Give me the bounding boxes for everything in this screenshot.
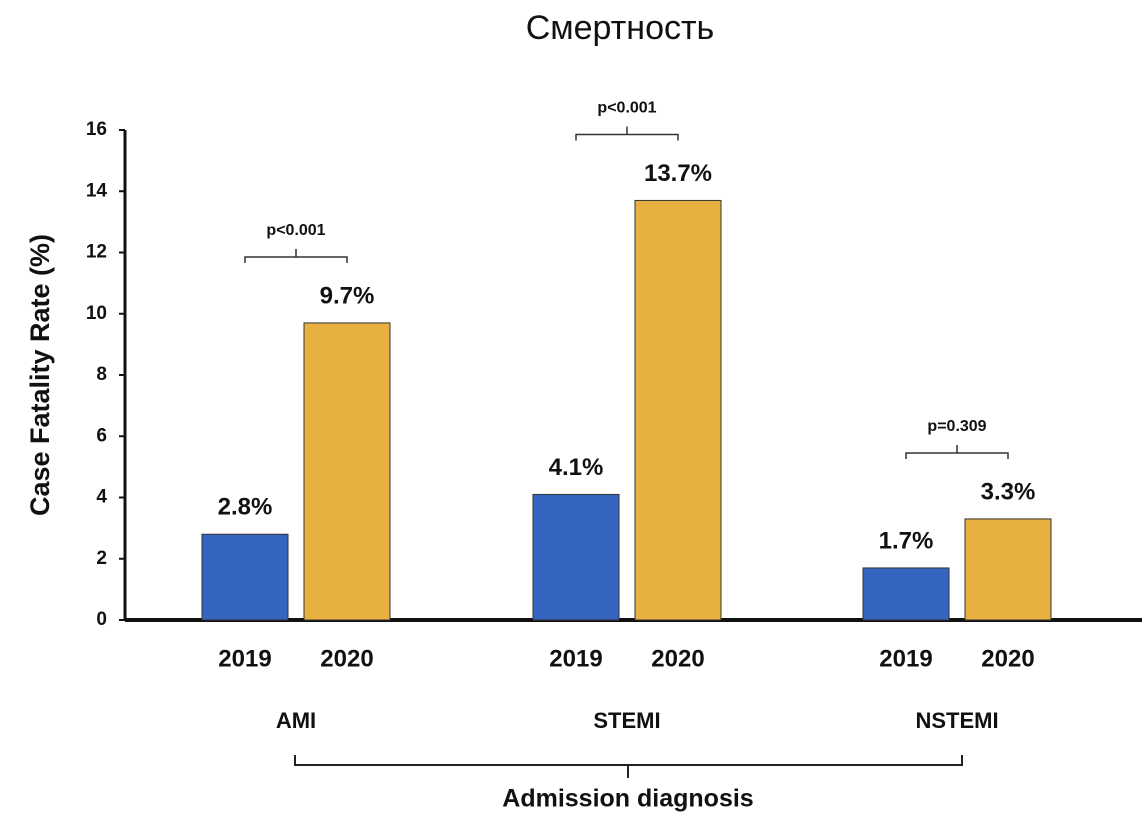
p-value-bracket <box>575 126 679 141</box>
p-value: p<0.001 <box>266 222 325 239</box>
y-tick-label: 16 <box>86 119 107 140</box>
x-axis-label: Admission diagnosis <box>502 785 753 813</box>
group-bracket <box>294 755 963 778</box>
value-label: 9.7% <box>320 282 375 309</box>
series-label: 2020 <box>981 645 1034 672</box>
bar <box>964 518 1052 621</box>
y-tick-label: 14 <box>86 180 108 201</box>
bar <box>634 199 722 621</box>
category-label: STEMI <box>593 708 660 733</box>
series-label: 2020 <box>651 645 704 672</box>
y-axis-label: Case Fatality Rate (%) <box>25 234 55 516</box>
category-label: AMI <box>276 708 316 733</box>
y-tick-label: 6 <box>96 425 107 446</box>
chart-title: Смертность <box>526 9 715 47</box>
series-label: 2019 <box>218 645 271 672</box>
bar <box>532 493 620 621</box>
p-value: p<0.001 <box>597 100 656 117</box>
series-label: 2020 <box>320 645 373 672</box>
p-value-bracket <box>244 248 348 263</box>
category-label: NSTEMI <box>915 708 998 733</box>
bar <box>862 567 950 621</box>
value-label: 3.3% <box>981 478 1036 505</box>
y-tick-label: 10 <box>86 303 107 324</box>
y-tick-label: 12 <box>86 242 107 263</box>
p-value: p=0.309 <box>927 418 986 435</box>
series-label: 2019 <box>879 645 932 672</box>
y-tick-label: 0 <box>96 609 107 630</box>
y-tick-label: 4 <box>96 487 107 508</box>
y-tick-label: 2 <box>96 548 107 569</box>
y-tick-label: 8 <box>96 364 107 385</box>
series-label: 2019 <box>549 645 602 672</box>
value-label: 13.7% <box>644 160 712 187</box>
p-value-bracket <box>905 444 1009 459</box>
bar <box>201 533 289 621</box>
bar <box>303 322 391 621</box>
value-label: 4.1% <box>549 454 604 481</box>
value-label: 1.7% <box>879 527 934 554</box>
value-label: 2.8% <box>218 494 273 521</box>
